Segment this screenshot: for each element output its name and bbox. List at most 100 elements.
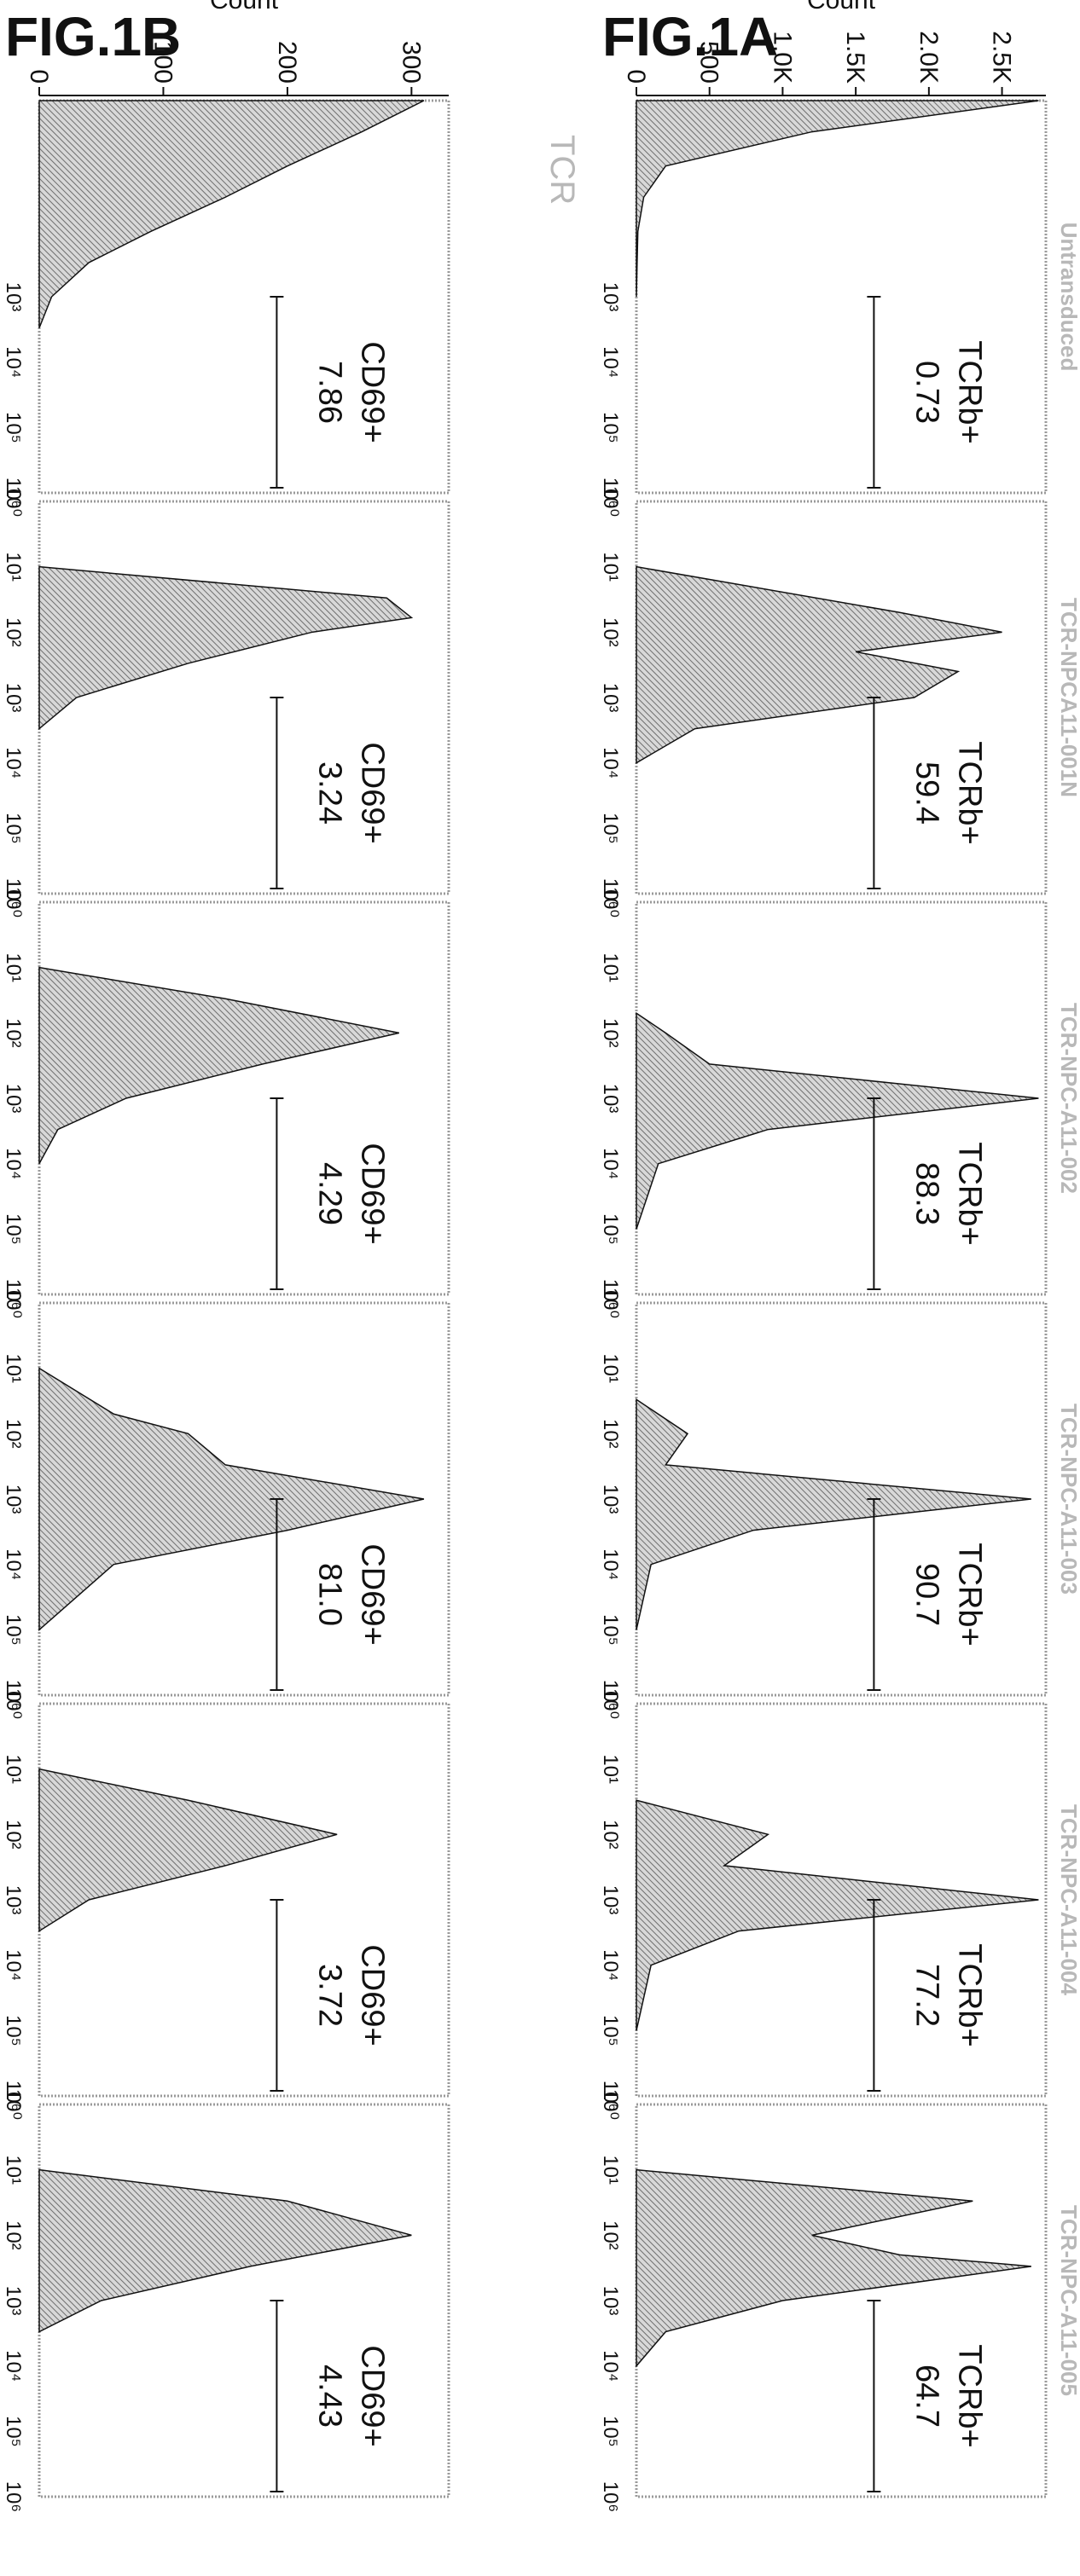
- x-tick-label: 10⁰: [2, 1288, 25, 1318]
- histogram-panel-3: TCRb+90.7 10⁰ 10¹ 10² 10³ 10⁴ 10⁵ 10⁶: [599, 1288, 1048, 1711]
- y-tick-label: 500: [695, 41, 723, 84]
- x-tick-label: 10¹: [599, 1353, 622, 1383]
- column-title-0: Untransduced: [1056, 223, 1080, 372]
- gate-value: 4.29: [311, 1162, 347, 1225]
- x-tick-label: 10¹: [599, 552, 622, 582]
- x-tick-label: 10⁴: [599, 1148, 622, 1179]
- histogram-area: [636, 100, 1039, 298]
- x-tick-label: 10¹: [2, 1353, 25, 1383]
- x-tick-label: 10⁴: [2, 346, 25, 378]
- x-tick-label: 10⁶: [599, 2481, 622, 2513]
- column-title-5: TCR-NPC-A11-005: [1056, 2205, 1080, 2396]
- x-tick-label: 10²: [599, 617, 622, 647]
- x-tick-label: 10²: [2, 1018, 25, 1048]
- gate-label: TCRb+: [951, 2344, 987, 2447]
- gate-label: TCRb+: [951, 741, 987, 844]
- x-tick-label: 10³: [599, 1485, 622, 1514]
- x-tick-label: 10⁰: [599, 2089, 622, 2120]
- histogram-area: [636, 2168, 1031, 2368]
- x-tick-label: 10⁵: [599, 2416, 622, 2447]
- x-tick-label: 10⁵: [2, 2015, 25, 2046]
- histogram-area: [38, 565, 414, 731]
- x-tick-label: 10³: [2, 1885, 25, 1915]
- x-tick-label: 10³: [599, 2286, 622, 2316]
- x-tick-label: 10⁵: [599, 1213, 622, 1245]
- gate-value: 81.0: [311, 1563, 347, 1626]
- x-tick-label: 10⁴: [2, 1548, 25, 1580]
- x-tick-label: 10⁵: [599, 813, 622, 844]
- x-axis-label: TCR: [543, 135, 581, 205]
- histogram-panel-4: CD69+3.72 10⁰ 10¹ 10² 10³ 10⁴ 10⁵ 10⁶: [2, 1688, 450, 2112]
- column-title-4: TCR-NPC-A11-004: [1056, 1804, 1080, 1995]
- histogram-panel-0: CD69+7.86 10³ 10⁴ 10⁵ 10⁶: [2, 99, 450, 508]
- y-axis-label: Count: [210, 0, 279, 14]
- histogram-panel-2: TCRb+88.3 10⁰ 10¹ 10² 10³ 10⁴ 10⁵ 10⁶: [599, 887, 1048, 1310]
- figure-label: FIG.1A: [602, 6, 778, 67]
- x-tick-label: 10²: [599, 1419, 622, 1449]
- gate-value: 90.7: [909, 1563, 944, 1626]
- gate-value: 59.4: [909, 761, 944, 825]
- gate-value: 64.7: [909, 2365, 944, 2428]
- histogram-panel-5: TCRb+64.7 10⁰ 10¹ 10² 10³ 10⁴ 10⁵ 10⁶: [599, 2089, 1048, 2513]
- gate-label: TCRb+: [951, 1943, 987, 2046]
- x-tick-label: 10⁶: [2, 2481, 25, 2513]
- x-tick-label: 10⁰: [599, 887, 622, 918]
- figure-1b: FIG.1B3002001000CountCD69CD69+7.8610³10⁴…: [2, 0, 450, 2513]
- x-tick-label: 10⁰: [2, 2089, 25, 2120]
- column-title-1: TCR-NPCA11-001N: [1056, 598, 1080, 797]
- y-tick-label: 2.0K: [915, 31, 943, 84]
- x-tick-label: 10¹: [599, 2155, 622, 2185]
- x-tick-label: 10⁰: [2, 887, 25, 918]
- gate-value: 7.86: [311, 361, 347, 424]
- x-tick-label: 10⁴: [599, 1949, 622, 1981]
- histogram-panel-1: TCRb+59.4 10⁰ 10¹ 10² 10³ 10⁴ 10⁵ 10⁶: [599, 486, 1048, 910]
- x-tick-label: 10³: [2, 282, 25, 312]
- y-tick-label: 1.5K: [841, 31, 869, 84]
- y-tick-label: 200: [273, 41, 301, 84]
- histogram-area: [636, 1011, 1039, 1230]
- x-tick-label: 10⁵: [2, 412, 25, 443]
- gate-label: CD69+: [354, 1143, 390, 1244]
- x-tick-label: 10⁶: [2, 1680, 25, 1711]
- figure-label: FIG.1B: [5, 6, 181, 67]
- x-tick-label: 10³: [2, 2286, 25, 2316]
- gate-label: CD69+: [354, 742, 390, 843]
- x-tick-label: 10¹: [2, 952, 25, 982]
- histogram-area: [38, 2168, 412, 2333]
- x-tick-label: 10³: [2, 1084, 25, 1114]
- x-tick-label: 10²: [2, 1419, 25, 1449]
- gate-label: CD69+: [354, 1944, 390, 2046]
- histogram-panel-4: TCRb+77.2 10⁰ 10¹ 10² 10³ 10⁴ 10⁵ 10⁶: [599, 1688, 1048, 2111]
- gate-value: 88.3: [909, 1162, 944, 1225]
- histogram-panel-0: TCRb+0.73 10³ 10⁴ 10⁵ 10⁶: [599, 99, 1048, 508]
- x-tick-label: 10⁰: [599, 1688, 622, 1719]
- x-tick-label: 10⁰: [599, 1288, 622, 1318]
- histogram-panel-5: CD69+4.43 10⁰ 10¹ 10² 10³ 10⁴ 10⁵ 10⁶: [2, 2089, 450, 2513]
- x-tick-label: 10⁴: [599, 1548, 622, 1580]
- x-tick-label: 10²: [2, 1820, 25, 1850]
- x-tick-label: 10⁰: [2, 486, 25, 517]
- x-tick-label: 10²: [2, 617, 25, 647]
- histogram-area: [636, 1799, 1039, 2031]
- x-tick-label: 10²: [599, 1820, 622, 1850]
- x-tick-label: 10¹: [2, 2155, 25, 2185]
- x-tick-label: 10⁶: [599, 878, 622, 910]
- x-tick-label: 10⁶: [2, 1279, 25, 1311]
- gate-value: 3.72: [311, 1964, 347, 2027]
- x-tick-label: 10¹: [599, 1754, 622, 1784]
- x-tick-label: 10⁴: [2, 2350, 25, 2382]
- x-tick-label: 10⁰: [599, 486, 622, 517]
- x-tick-label: 10⁴: [2, 1148, 25, 1179]
- histogram-area: [38, 1768, 338, 1932]
- x-tick-label: 10⁶: [2, 2081, 25, 2112]
- y-tick-label: 100: [148, 41, 177, 84]
- x-tick-label: 10⁰: [2, 1688, 25, 1719]
- figure-1a: Untransduced TCR-NPCA11-001N TCR-NPC-A11-0…: [543, 0, 1080, 2512]
- histogram-panel-2: CD69+4.29 10⁰ 10¹ 10² 10³ 10⁴ 10⁵ 10⁶: [2, 887, 450, 1311]
- y-tick-label: 300: [397, 41, 425, 84]
- histogram-area: [636, 565, 1002, 764]
- histogram-area: [636, 1398, 1031, 1630]
- gate-label: CD69+: [354, 1543, 390, 1645]
- x-tick-label: 10²: [599, 1018, 622, 1048]
